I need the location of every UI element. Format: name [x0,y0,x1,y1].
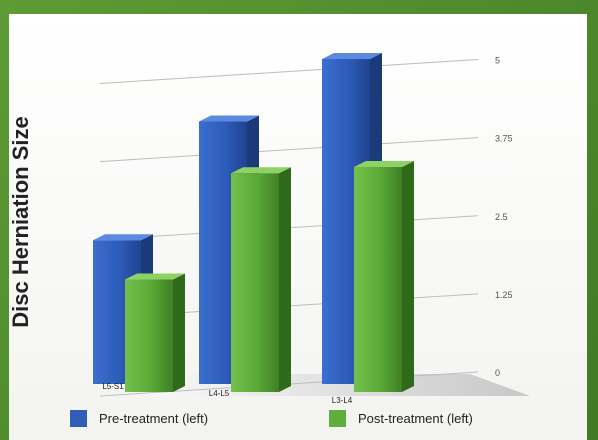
gridline [99,137,479,163]
gridline [99,59,479,84]
bar-pre-L4-L5-top [199,115,259,122]
bar-post-L3-L4-top [354,161,414,167]
y-tick-label: 5 [495,56,500,66]
legend-label-post: Post-treatment (left) [358,410,473,426]
bar-post-L4-L5-top [231,167,291,174]
legend-swatch-post [329,409,346,427]
y-tick-label: 0 [495,368,500,378]
legend-item-pre: Pre-treatment (left) [70,408,208,428]
x-tick-label: L4-L5 [209,389,230,398]
y-tick-label: 3.75 [495,134,513,144]
bar-post-L4-L5 [231,173,279,392]
y-tick-label: 1.25 [495,290,513,300]
bar-pre-L3-L4-top [322,53,382,59]
bar-post-L5-S1 [125,279,173,392]
legend-swatch-pre [70,409,87,427]
bar-post-L3-L4 [354,167,402,392]
bar-post-L5-S1-side [173,273,185,392]
x-tick-label: L3-L4 [332,396,353,405]
legend-label-pre: Pre-treatment (left) [99,410,209,426]
y-tick-label: 2.5 [495,212,508,222]
bar-post-L4-L5-side [279,167,291,392]
bar-pre-L5-S1-top [93,234,153,241]
legend-item-post: Post-treatment (left) [329,408,473,428]
bar-post-L3-L4-side [402,161,414,392]
x-tick-label: L5-S1 [102,382,124,391]
bar-post-L5-S1-top [125,273,185,280]
